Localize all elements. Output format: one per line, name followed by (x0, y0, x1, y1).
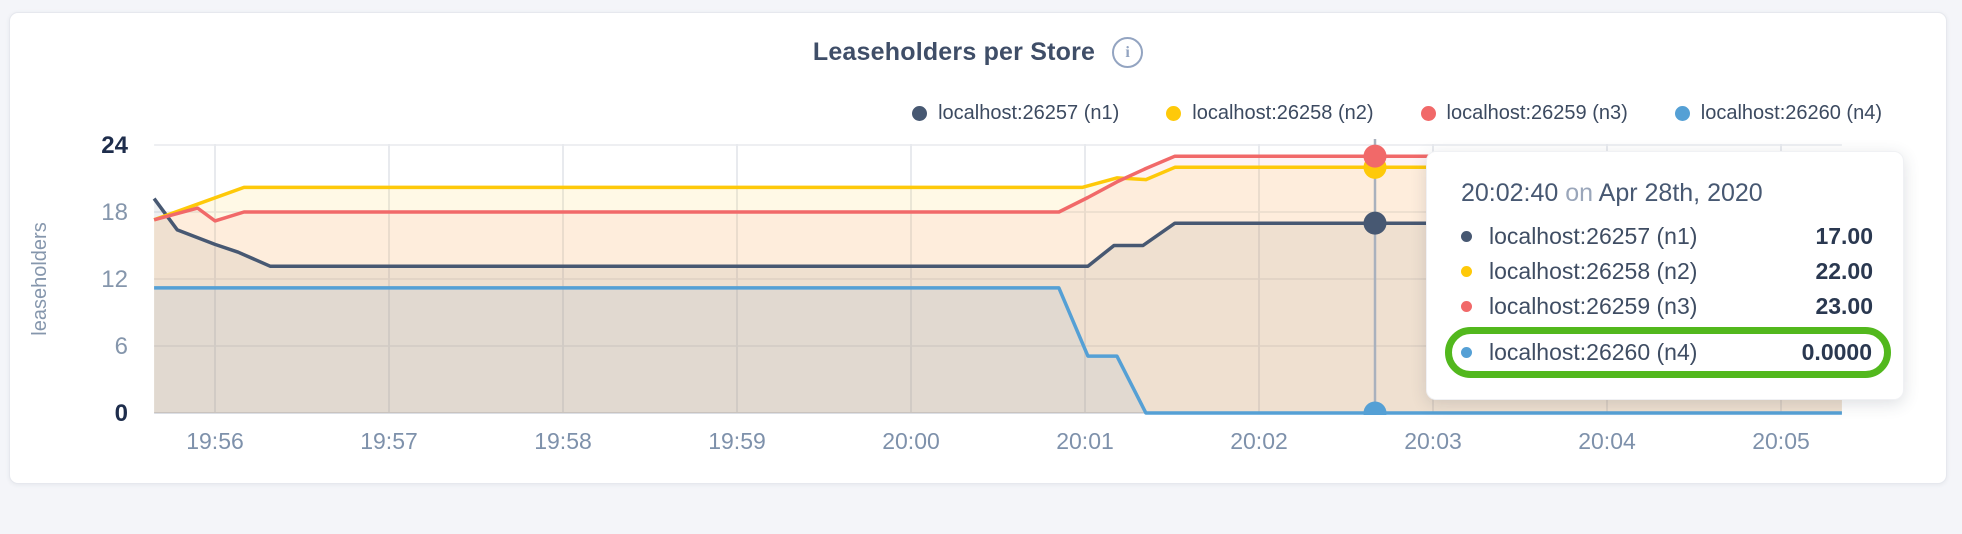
x-tick-label: 20:04 (1578, 428, 1636, 454)
series-color-dot (1461, 266, 1472, 277)
x-tick-label: 20:00 (882, 428, 940, 454)
tooltip-row: localhost:26259 (n3) 23.00 (1461, 289, 1873, 324)
x-tick-label: 20:05 (1752, 428, 1810, 454)
legend-item-label: localhost:26259 (n3) (1446, 102, 1628, 124)
series-lines (152, 154, 1842, 415)
series-area (154, 198, 1842, 413)
x-axis-ticks: 19:56 19:57 19:58 19:59 20:00 20:01 20:02 20:03… (186, 428, 1810, 454)
legend-color-dot (1166, 106, 1182, 121)
tooltip-rows: localhost:26257 (n1) 17.00 localhost:26258… (1445, 219, 1891, 378)
hover-marker-dot (1363, 211, 1387, 235)
tooltip-series-value: 0.0000 (1801, 339, 1872, 365)
series-area (154, 287, 1842, 413)
series-line (153, 154, 1842, 223)
tooltip-series-value: 22.00 (1815, 258, 1873, 284)
y-tick-label: 12 (101, 266, 128, 293)
y-axis-ticks: 0 6 12 18 24 (101, 132, 128, 427)
hover-tooltip: 20:02:40 on Apr 28th, 2020 localhost:262… (1426, 151, 1904, 400)
y-tick-label: 18 (101, 199, 128, 226)
series-line (152, 197, 1842, 268)
x-tick-label: 20:03 (1404, 428, 1462, 454)
hover-marker-dot (1363, 401, 1387, 415)
chart-header: Leaseholders per Store i (10, 37, 1946, 68)
x-tick-label: 19:58 (534, 428, 592, 454)
legend-item-n1[interactable]: localhost:26257 (n1) (912, 102, 1119, 125)
series-line (153, 165, 1842, 222)
y-axis-label: leaseholders (29, 222, 51, 335)
info-icon[interactable]: i (1112, 37, 1144, 68)
series-color-dot (1461, 231, 1472, 242)
series-color-dot (1461, 347, 1472, 358)
legend-item-n4[interactable]: localhost:26260 (n4) (1674, 102, 1882, 125)
tooltip-row: localhost:26257 (n1) 17.00 (1461, 219, 1873, 254)
series-area (154, 167, 1842, 413)
chart-card: Leaseholders per Store i localhost:26257… (9, 12, 1947, 484)
legend-item-n3[interactable]: localhost:26259 (n3) (1420, 102, 1628, 125)
tooltip-series-label: localhost:26258 (n2) (1489, 258, 1698, 284)
hover-markers (1363, 144, 1387, 415)
x-tick-label: 19:56 (186, 428, 244, 454)
series-color-dot (1461, 301, 1472, 312)
tooltip-header: 20:02:40 on Apr 28th, 2020 (1461, 179, 1873, 208)
tooltip-series-label: localhost:26259 (n3) (1489, 293, 1698, 319)
legend-color-dot (1420, 106, 1436, 121)
hover-marker-dot (1363, 144, 1387, 168)
legend: localhost:26257 (n1) localhost:26258 (n2)… (912, 102, 1882, 125)
tooltip-series-label: localhost:26260 (n4) (1489, 339, 1698, 365)
tooltip-series-value: 17.00 (1815, 223, 1873, 249)
x-tick-label: 19:59 (708, 428, 766, 454)
y-tick-label: 0 (115, 400, 128, 427)
y-tick-label: 24 (101, 132, 128, 159)
chart-plot[interactable]: 0 6 12 18 24 leaseholders 19:56 19:57 19:58 19:59… (10, 13, 1946, 483)
x-tick-label: 20:02 (1230, 428, 1288, 454)
legend-color-dot (1674, 106, 1690, 121)
tooltip-row: localhost:26260 (n4) 0.0000 (1461, 335, 1872, 370)
x-tick-label: 20:01 (1056, 428, 1114, 454)
tooltip-series-value: 23.00 (1815, 293, 1873, 319)
tooltip-time: 20:02:40 (1461, 179, 1559, 207)
series-areas (154, 156, 1842, 413)
tooltip-on-word: on (1565, 179, 1594, 207)
series-line (154, 286, 1842, 415)
legend-item-n2[interactable]: localhost:26258 (n2) (1166, 102, 1374, 125)
tooltip-date: Apr 28th, 2020 (1598, 179, 1763, 207)
legend-item-label: localhost:26257 (n1) (938, 102, 1120, 124)
series-area (154, 156, 1842, 413)
x-tick-label: 19:57 (360, 428, 418, 454)
legend-item-label: localhost:26258 (n2) (1192, 102, 1374, 124)
highlight-annotation: localhost:26260 (n4) 0.0000 (1445, 327, 1891, 378)
chart-title: Leaseholders per Store (812, 38, 1096, 66)
tooltip-series-label: localhost:26257 (n1) (1489, 223, 1698, 249)
y-tick-label: 6 (115, 333, 128, 360)
legend-color-dot (912, 106, 928, 121)
legend-item-label: localhost:26260 (n4) (1700, 102, 1882, 124)
tooltip-row: localhost:26258 (n2) 22.00 (1461, 254, 1873, 289)
